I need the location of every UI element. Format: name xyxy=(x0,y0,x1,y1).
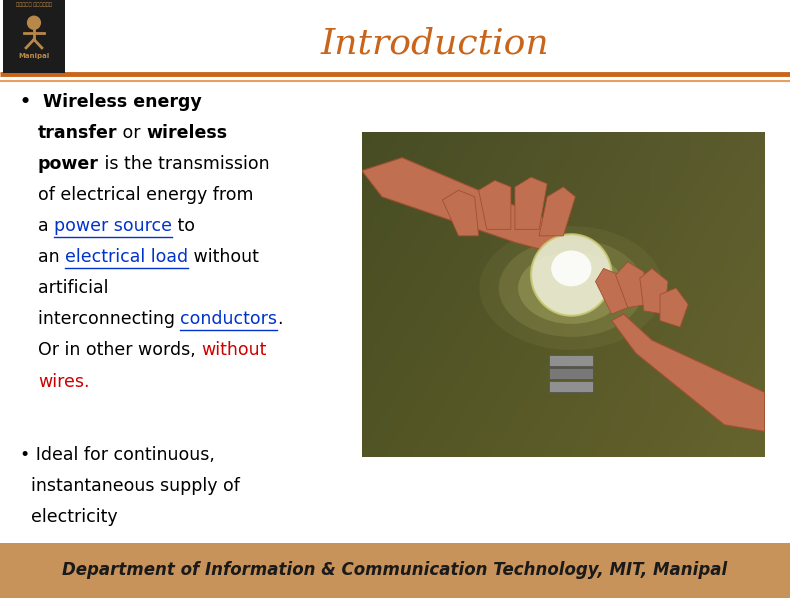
Polygon shape xyxy=(640,269,668,314)
Text: power source: power source xyxy=(54,217,172,235)
Text: an: an xyxy=(38,248,65,266)
Text: or: or xyxy=(118,124,146,142)
Ellipse shape xyxy=(498,239,644,337)
Text: सर्वे भवन्तु: सर्वे भवन्तु xyxy=(16,2,52,7)
FancyBboxPatch shape xyxy=(549,368,593,379)
Polygon shape xyxy=(539,187,575,236)
Polygon shape xyxy=(611,314,765,431)
Polygon shape xyxy=(515,177,547,230)
Text: Or in other words,: Or in other words, xyxy=(38,341,201,359)
Text: Wireless energy: Wireless energy xyxy=(43,93,201,111)
Text: artificial: artificial xyxy=(38,279,108,297)
Ellipse shape xyxy=(480,226,663,350)
FancyBboxPatch shape xyxy=(3,0,65,73)
Ellipse shape xyxy=(518,252,625,324)
Text: .: . xyxy=(277,310,283,328)
Text: Introduction: Introduction xyxy=(320,26,549,60)
Polygon shape xyxy=(362,158,563,249)
Text: Department of Information & Communication Technology, MIT, Manipal: Department of Information & Communicatio… xyxy=(62,562,728,579)
Text: conductors: conductors xyxy=(180,310,277,328)
Text: is the transmission: is the transmission xyxy=(99,155,269,173)
Text: instantaneous supply of: instantaneous supply of xyxy=(20,477,239,495)
Polygon shape xyxy=(660,288,688,327)
Ellipse shape xyxy=(27,16,41,30)
Polygon shape xyxy=(615,262,648,307)
Ellipse shape xyxy=(551,251,592,286)
Text: • Ideal for continuous,: • Ideal for continuous, xyxy=(20,446,215,463)
Text: without: without xyxy=(201,341,266,359)
Ellipse shape xyxy=(531,234,611,316)
Text: wires.: wires. xyxy=(38,373,89,390)
Text: Manipal: Manipal xyxy=(18,53,50,59)
Text: without: without xyxy=(188,248,259,266)
Text: •: • xyxy=(20,93,43,111)
Text: transfer: transfer xyxy=(38,124,118,142)
Text: to: to xyxy=(172,217,195,235)
Polygon shape xyxy=(596,269,628,314)
Text: wireless: wireless xyxy=(146,124,228,142)
FancyBboxPatch shape xyxy=(0,543,790,598)
Text: a: a xyxy=(38,217,54,235)
Text: interconnecting: interconnecting xyxy=(38,310,180,328)
Text: electrical load: electrical load xyxy=(65,248,188,266)
Polygon shape xyxy=(479,181,511,230)
FancyBboxPatch shape xyxy=(549,355,593,366)
Text: power: power xyxy=(38,155,99,173)
Text: electricity: electricity xyxy=(20,508,118,526)
Text: of electrical energy from: of electrical energy from xyxy=(38,186,254,204)
Polygon shape xyxy=(442,190,479,236)
FancyBboxPatch shape xyxy=(549,381,593,392)
